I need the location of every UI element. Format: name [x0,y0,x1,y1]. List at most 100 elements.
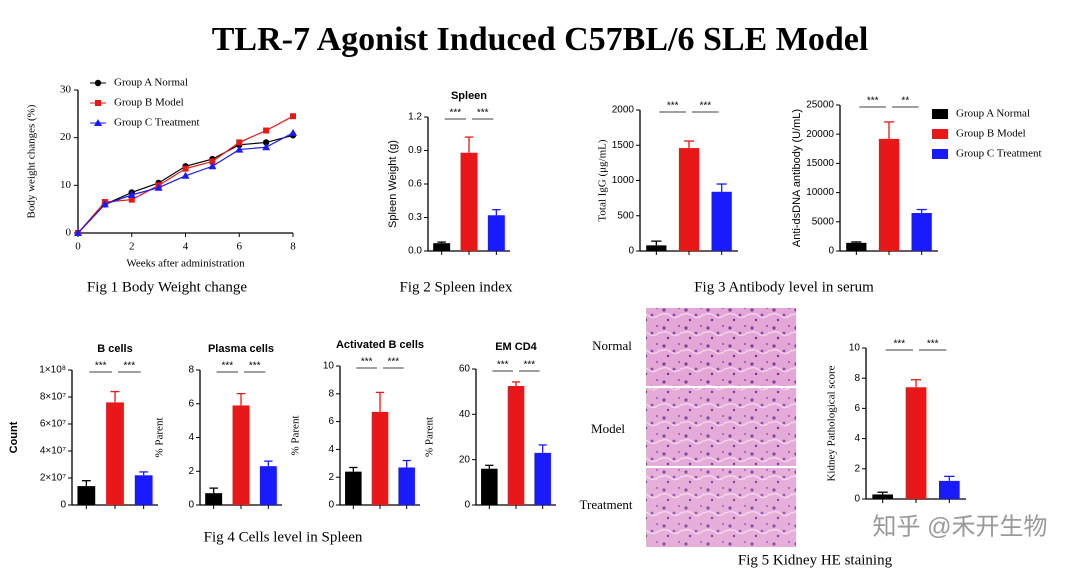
bar [134,475,153,505]
caption: Fig 5 Kidney HE staining [738,552,893,568]
page-title: TLR-7 Agonist Induced C57BL/6 SLE Model [212,21,869,58]
bar [481,468,498,505]
y-tick-label: 6 [854,403,860,414]
significance-label: *** [95,361,107,372]
y-axis-label: Body weight changes (%) [26,104,38,218]
significance-label: *** [477,108,489,119]
y-tick-label: 4 [328,444,334,455]
legend-swatch [932,149,948,159]
y-tick-label: 10 [60,179,72,191]
marker [74,229,82,236]
y-tick-label: 0 [464,500,470,511]
bar [345,471,362,505]
histology-image [646,388,796,466]
bar [398,467,415,505]
bar [487,215,505,251]
significance-label: *** [123,361,135,372]
marker [181,171,190,179]
significance-label: *** [867,96,879,107]
y-axis-label: % Parent [154,417,166,457]
legend-label: Group C Treatment [956,148,1042,160]
bar [872,494,893,499]
marker [128,196,135,203]
y-axis-label: % Parent [424,417,436,457]
y-tick-label: 4×10⁷ [40,446,67,457]
caption: Fig 3 Antibody level in serum [694,279,874,295]
y-tick-label: 0.3 [408,212,422,223]
bar [433,243,451,251]
y-tick-label: 6 [188,398,194,409]
bar [878,138,900,251]
significance-label: *** [523,360,535,371]
y-tick-label: 25000 [806,100,834,111]
y-axis-label: Total IgG (μg/mL) [597,139,609,221]
legend-label: Group A Normal [956,108,1030,120]
y-tick-label: 2×10⁷ [40,473,67,484]
bar [77,486,96,505]
y-tick-label: 1×10⁸ [39,365,66,376]
y-axis-label: Kidney Pathological score [826,365,838,481]
significance-label: *** [361,357,373,368]
y-tick-label: 10 [849,343,861,354]
bar [106,402,124,505]
legend-label: Group B Model [114,97,184,109]
bar [711,191,732,251]
y-tick-label: 2 [854,463,860,474]
marker [182,165,189,172]
histology-image [646,468,796,547]
y-tick-label: 1500 [612,140,635,151]
marker [262,139,270,146]
y-tick-label: 6 [328,416,334,427]
significance-label: *** [699,101,711,112]
bar [460,152,478,251]
y-tick-label: 0 [628,246,634,257]
bar [534,452,551,505]
y-axis-label: % Parent [290,415,302,455]
y-tick-label: 0 [828,246,834,257]
y-tick-label: 20 [60,131,72,143]
histology-label: Normal [592,338,632,353]
bar [846,242,867,251]
legend-label: Group C Treatment [114,117,200,129]
y-tick-label: 0 [188,500,194,511]
y-axis-label: Anti-dsDNA antibody (U/mL) [791,109,803,247]
y-tick-label: 8 [328,388,334,399]
bar [232,405,250,505]
x-tick-label: 6 [237,241,243,253]
y-tick-label: 6×10⁷ [40,419,67,430]
legend-label: Group B Model [956,128,1026,140]
significance-label: *** [893,339,905,350]
chart-title: Activated B cells [336,339,424,351]
significance-label: *** [387,357,399,368]
y-tick-label: 2000 [612,105,635,116]
marker [236,139,243,146]
marker [209,158,216,165]
histology-label: Treatment [580,497,633,512]
y-tick-label: 0.6 [408,179,422,190]
caption: Fig 4 Cells level in Spleen [204,529,363,545]
legend-swatch [932,129,948,139]
y-tick-label: 4 [854,433,860,444]
y-tick-label: 0 [854,494,860,505]
marker [95,100,101,106]
marker [94,119,102,126]
significance-label: *** [927,339,939,350]
y-axis-label: Count [8,421,20,453]
y-tick-label: 2 [328,472,334,483]
significance-label: *** [497,360,509,371]
marker [290,113,296,120]
marker [263,127,270,134]
bar [259,466,277,505]
y-tick-label: 0.0 [408,246,422,257]
chart-title: Spleen [451,90,487,102]
y-tick-label: 40 [459,409,471,420]
y-tick-label: 500 [617,210,634,221]
marker [127,190,136,198]
chart-title: B cells [97,343,132,355]
histology-image [646,308,796,386]
bar [371,411,389,505]
caption: Fig 2 Spleen index [400,279,513,295]
x-axis-label: Weeks after administration [126,258,245,270]
y-tick-label: 8×10⁷ [40,392,67,403]
